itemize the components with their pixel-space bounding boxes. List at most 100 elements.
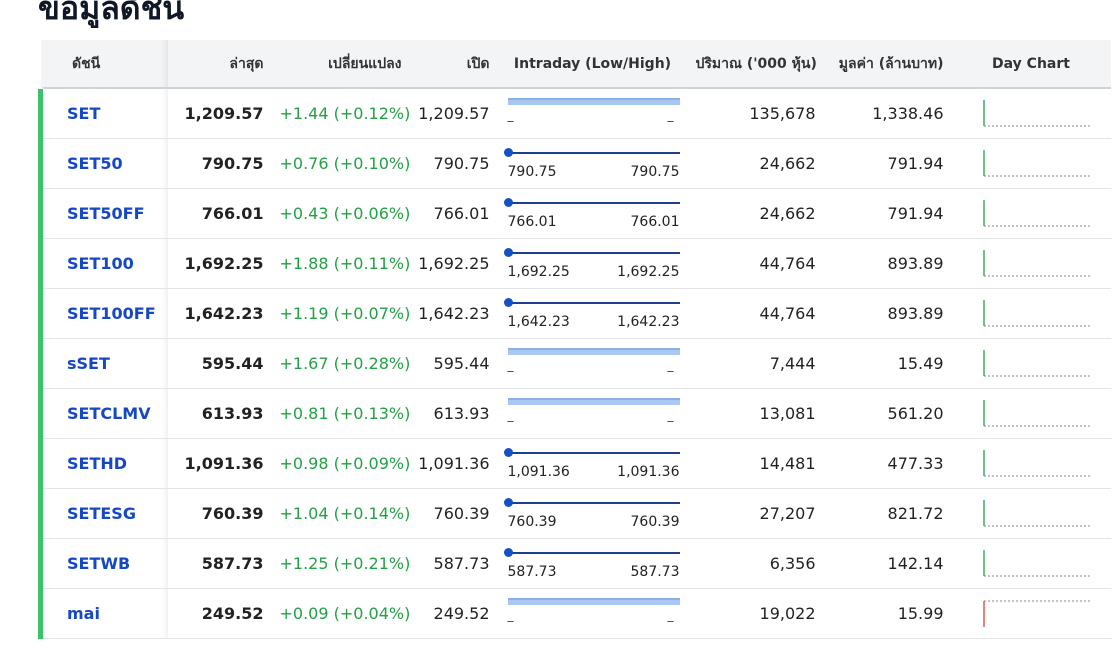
index-symbol-cell[interactable]: sSET [38, 338, 168, 389]
index-symbol-cell[interactable]: SETWB [38, 538, 168, 589]
volume: 44,764 [687, 288, 824, 339]
range-line [507, 451, 680, 454]
day-chart-sparkline[interactable] [982, 548, 1094, 580]
intraday-range: 1,091.36 1,091.36 [503, 446, 680, 482]
day-chart-sparkline[interactable] [982, 248, 1094, 280]
last-price: 1,642.23 [167, 288, 272, 339]
table-row[interactable]: SETHD 1,091.36 +0.98 (+0.09%) 1,091.36 1,091… [38, 438, 1111, 489]
intraday-cell: _ _ [497, 388, 688, 439]
day-chart-sparkline[interactable] [982, 298, 1094, 330]
price-change: +1.88 (+0.11%) [271, 238, 410, 289]
column-header-last[interactable]: ล่าสุด [167, 40, 272, 89]
index-symbol-cell[interactable]: SET [38, 88, 168, 139]
index-symbol-cell[interactable]: SETESG [38, 488, 168, 539]
table-row[interactable]: sSET 595.44 +1.67 (+0.28%) 595.44 _ _ 7,444 15.… [38, 338, 1111, 389]
day-chart-sparkline[interactable] [982, 348, 1094, 380]
day-chart-sparkline[interactable] [982, 148, 1094, 180]
last-price: 760.39 [167, 488, 272, 539]
index-symbol-cell[interactable]: SETHD [38, 438, 168, 489]
intraday-low: 1,642.23 [507, 313, 570, 330]
intraday-cell: _ _ [497, 338, 688, 389]
day-chart-cell[interactable] [951, 388, 1111, 439]
index-symbol-link[interactable]: SET [67, 104, 101, 123]
table-row[interactable]: SET 1,209.57 +1.44 (+0.12%) 1,209.57 _ _ 135,6… [38, 88, 1111, 139]
column-header-index[interactable]: ดัชนี [40, 40, 168, 89]
table-row[interactable]: SET100FF 1,642.23 +1.19 (+0.07%) 1,642.23 1,… [38, 288, 1111, 339]
open-price: 1,692.25 [409, 238, 498, 289]
index-symbol-link[interactable]: mai [67, 604, 100, 623]
day-chart-cell[interactable] [951, 438, 1111, 489]
index-symbol-cell[interactable]: SETCLMV [38, 388, 168, 439]
index-symbol-link[interactable]: SET100FF [67, 304, 156, 323]
table-row[interactable]: SETWB 587.73 +1.25 (+0.21%) 587.73 587.73 587… [38, 538, 1111, 589]
range-bar [507, 347, 680, 355]
day-chart-sparkline[interactable] [982, 198, 1094, 230]
intraday-cell: 766.01 766.01 [497, 188, 688, 239]
table-row[interactable]: SET50FF 766.01 +0.43 (+0.06%) 766.01 766.01 7… [38, 188, 1111, 239]
volume: 27,207 [687, 488, 824, 539]
day-chart-sparkline[interactable] [982, 398, 1094, 430]
index-symbol-link[interactable]: SETWB [67, 554, 131, 573]
table-row[interactable]: SETESG 760.39 +1.04 (+0.14%) 760.39 760.39 76… [38, 488, 1111, 539]
intraday-low: _ [507, 357, 514, 372]
last-price: 1,091.36 [167, 438, 272, 489]
day-chart-cell[interactable] [951, 338, 1111, 389]
day-chart-cell[interactable] [951, 488, 1111, 539]
index-symbol-cell[interactable]: SET50FF [38, 188, 168, 239]
value: 477.33 [823, 438, 952, 489]
index-symbol-cell[interactable]: SET100FF [38, 288, 168, 339]
day-chart-cell[interactable] [951, 538, 1111, 589]
column-header-volume[interactable]: ปริมาณ ('000 หุ้น) [687, 40, 824, 89]
range-marker-dot [503, 447, 513, 457]
intraday-cell: 760.39 760.39 [497, 488, 688, 539]
index-symbol-link[interactable]: SETESG [67, 504, 136, 523]
range-line [507, 201, 680, 204]
day-chart-cell[interactable] [951, 138, 1111, 189]
day-chart-cell[interactable] [951, 588, 1111, 639]
column-header-open[interactable]: เปิด [409, 40, 498, 89]
last-price: 613.93 [167, 388, 272, 439]
table-row[interactable]: SETCLMV 613.93 +0.81 (+0.13%) 613.93 _ _ 13,08… [38, 388, 1111, 439]
index-symbol-link[interactable]: SET50 [67, 154, 123, 173]
table-row[interactable]: SET100 1,692.25 +1.88 (+0.11%) 1,692.25 1,69… [38, 238, 1111, 289]
day-chart-sparkline[interactable] [982, 598, 1094, 630]
day-chart-cell[interactable] [951, 88, 1111, 139]
range-line [507, 301, 680, 304]
open-price: 613.93 [409, 388, 498, 439]
intraday-cell: 790.75 790.75 [497, 138, 688, 189]
price-change: +0.98 (+0.09%) [271, 438, 410, 489]
day-chart-sparkline[interactable] [982, 98, 1094, 130]
intraday-cell: _ _ [497, 588, 688, 639]
intraday-high: _ [667, 607, 674, 622]
column-header-value[interactable]: มูลค่า (ล้านบาท) [823, 40, 952, 89]
index-symbol-cell[interactable]: mai [38, 588, 168, 639]
column-header-change[interactable]: เปลี่ยนแปลง [271, 40, 410, 89]
last-price: 1,209.57 [167, 88, 272, 139]
day-chart-cell[interactable] [951, 288, 1111, 339]
table-row[interactable]: SET50 790.75 +0.76 (+0.10%) 790.75 790.75 790… [38, 138, 1111, 189]
column-header-intraday[interactable]: Intraday (Low/High) [497, 40, 688, 89]
index-symbol-link[interactable]: SET100 [67, 254, 134, 273]
table-row[interactable]: mai 249.52 +0.09 (+0.04%) 249.52 _ _ 19,022 15.… [38, 588, 1111, 639]
index-symbol-link[interactable]: SET50FF [67, 204, 145, 223]
day-chart-cell[interactable] [951, 238, 1111, 289]
last-price: 595.44 [167, 338, 272, 389]
range-bar [507, 397, 680, 405]
volume: 13,081 [687, 388, 824, 439]
price-change: +0.43 (+0.06%) [271, 188, 410, 239]
intraday-range: _ _ [507, 596, 680, 632]
index-symbol-link[interactable]: sSET [67, 354, 110, 373]
day-chart-sparkline[interactable] [982, 448, 1094, 480]
index-symbol-cell[interactable]: SET100 [38, 238, 168, 289]
index-symbol-link[interactable]: SETCLMV [67, 404, 151, 423]
index-symbol-link[interactable]: SETHD [67, 454, 128, 473]
day-chart-cell[interactable] [951, 188, 1111, 239]
value: 142.14 [823, 538, 952, 589]
column-header-day-chart: Day Chart [951, 40, 1111, 89]
intraday-cell: _ _ [497, 88, 688, 139]
intraday-low: 790.75 [507, 163, 557, 180]
volume: 24,662 [687, 188, 824, 239]
intraday-range: _ _ [507, 96, 680, 132]
index-symbol-cell[interactable]: SET50 [38, 138, 168, 189]
day-chart-sparkline[interactable] [982, 498, 1094, 530]
